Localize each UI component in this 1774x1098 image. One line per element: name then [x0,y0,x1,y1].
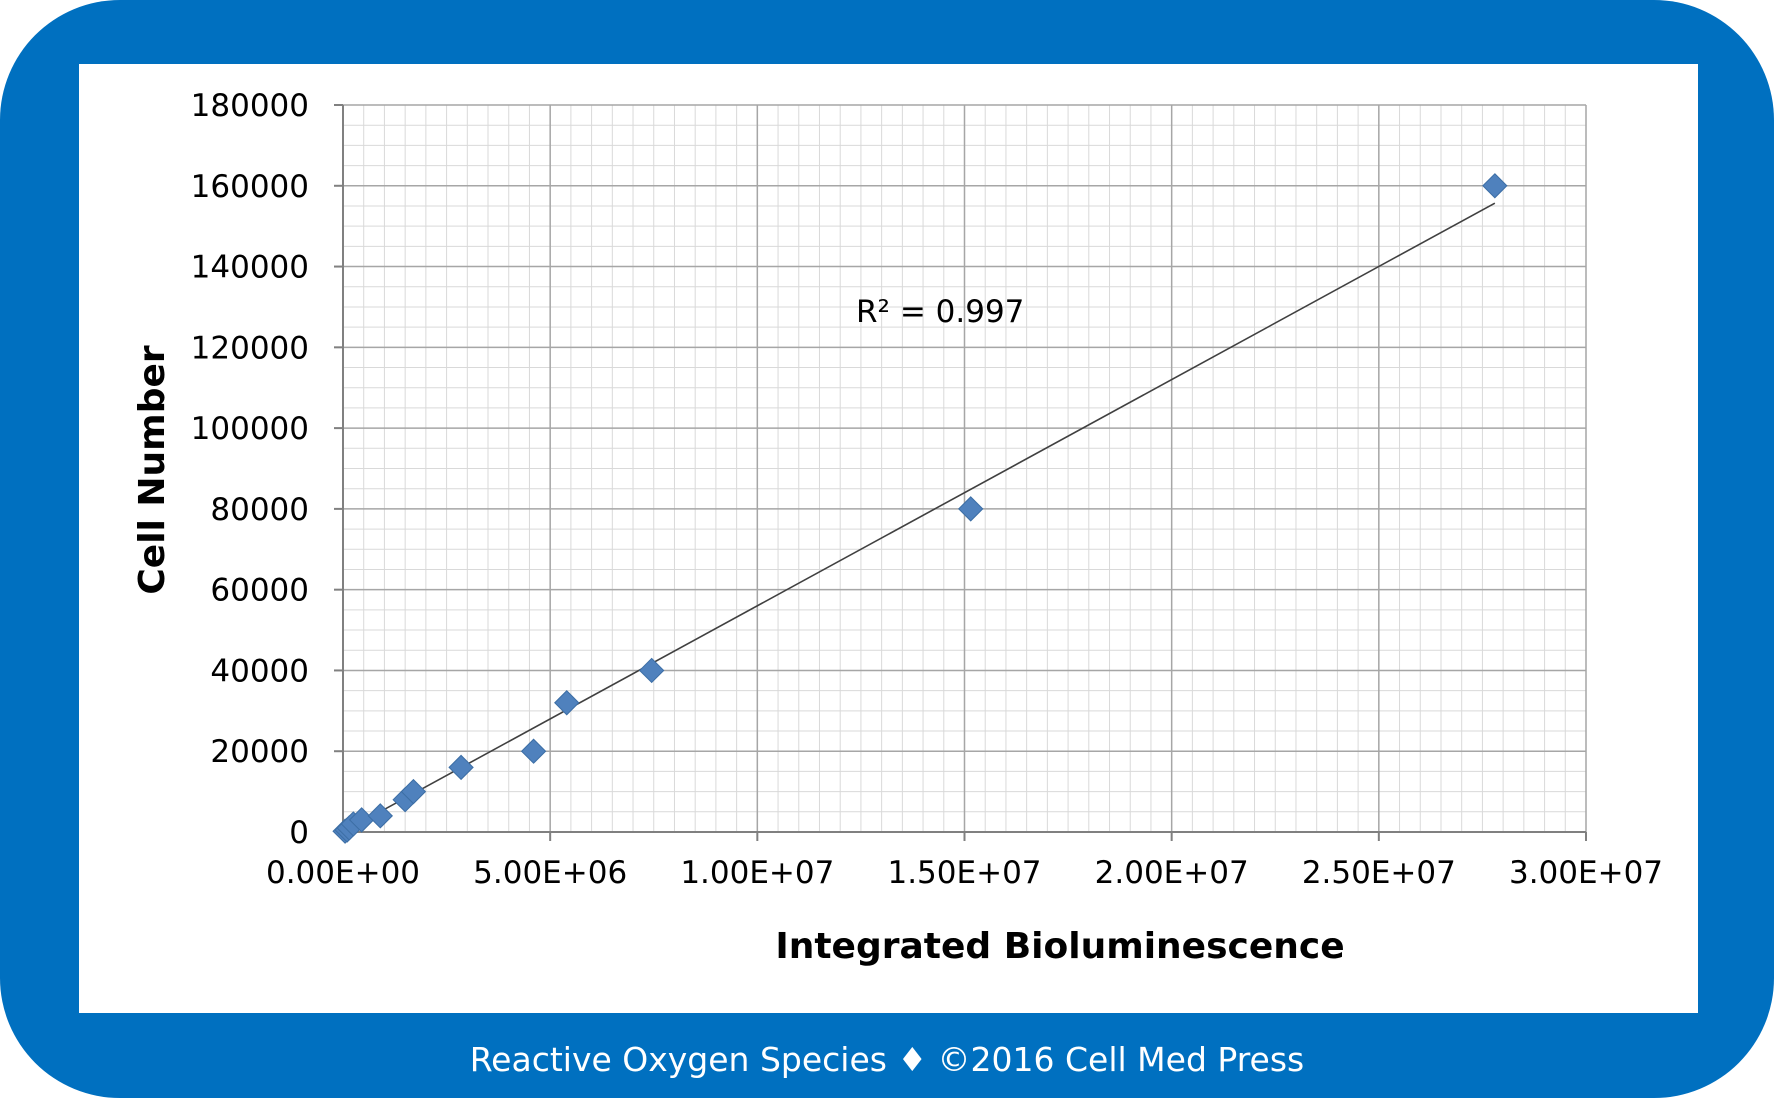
y-tick-label: 160000 [191,169,309,205]
data-point [520,738,547,764]
x-tick-label: 0.00E+00 [266,855,420,891]
trendline-group [342,202,1496,833]
data-points [332,173,1508,844]
data-point [367,803,393,829]
y-tick-label: 80000 [210,492,309,528]
x-tick-label: 1.00E+07 [680,855,834,891]
data-point [638,657,665,684]
tick-labels: 0.00E+00 5.00E+06 1.00E+07 1.50E+07 2.00E+07… [191,88,1663,891]
data-point [958,496,984,522]
x-tick-label: 2.00E+07 [1095,855,1249,891]
data-point [1482,173,1508,199]
x-tick-label: 1.50E+07 [887,855,1041,891]
x-tick-label: 2.50E+07 [1302,855,1456,891]
linear-trendline [342,202,1496,833]
y-tick-label: 180000 [191,88,309,124]
y-tick-label: 0 [289,815,309,851]
y-tick-label: 60000 [210,573,309,609]
y-axis-title: Cell Number [132,345,173,595]
x-tick-label: 3.00E+07 [1509,855,1663,891]
chart-panel [79,64,1698,1013]
y-tick-label: 120000 [191,330,309,366]
y-tick-label: 40000 [210,653,309,689]
y-tick-label: 140000 [191,250,309,286]
footer-caption: Reactive Oxygen Species ♦ ©2016 Cell Med… [469,1040,1305,1079]
grid [342,104,1587,833]
r-squared-annotation: R² = 0.997 [856,294,1024,330]
x-axis-title: Integrated Bioluminescence [775,926,1344,967]
data-point [554,690,580,716]
y-tick-label: 100000 [191,411,309,447]
y-tick-label: 20000 [210,734,309,770]
data-point [448,754,474,781]
data-point [400,778,427,805]
x-tick-label: 5.00E+06 [473,855,627,891]
